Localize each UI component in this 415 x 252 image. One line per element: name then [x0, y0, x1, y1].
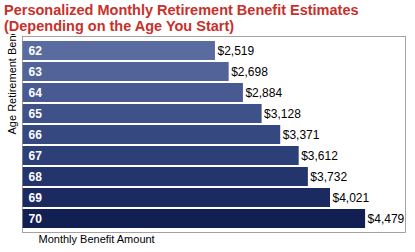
svg-text:65: 65 [29, 107, 43, 121]
svg-text:62: 62 [29, 44, 43, 58]
svg-text:$3,612: $3,612 [301, 149, 338, 163]
svg-text:68: 68 [29, 170, 43, 184]
svg-text:$2,884: $2,884 [245, 86, 282, 100]
svg-text:$2,698: $2,698 [231, 65, 268, 79]
svg-text:67: 67 [29, 149, 43, 163]
svg-text:64: 64 [29, 86, 43, 100]
svg-text:66: 66 [29, 128, 43, 142]
html-text:Personalized Monthly Retiremen: Personalized Monthly Retirement Benefit … [4, 2, 359, 34]
svg-text:$3,732: $3,732 [310, 170, 347, 184]
svg-text:Age Retirement Benefits Start: Age Retirement Benefits Start [6, 34, 18, 135]
svg-text:$4,021: $4,021 [333, 191, 370, 205]
svg-text:63: 63 [29, 65, 43, 79]
svg-text:69: 69 [29, 191, 43, 205]
svg-text:$2,519: $2,519 [217, 44, 254, 58]
svg-text:$3,371: $3,371 [283, 128, 320, 142]
svg-text:Monthly Benefit Amount: Monthly Benefit Amount [39, 233, 155, 245]
svg-text:70: 70 [29, 212, 43, 226]
svg-text:$3,128: $3,128 [264, 107, 301, 121]
svg-text:$4,479: $4,479 [368, 212, 405, 226]
